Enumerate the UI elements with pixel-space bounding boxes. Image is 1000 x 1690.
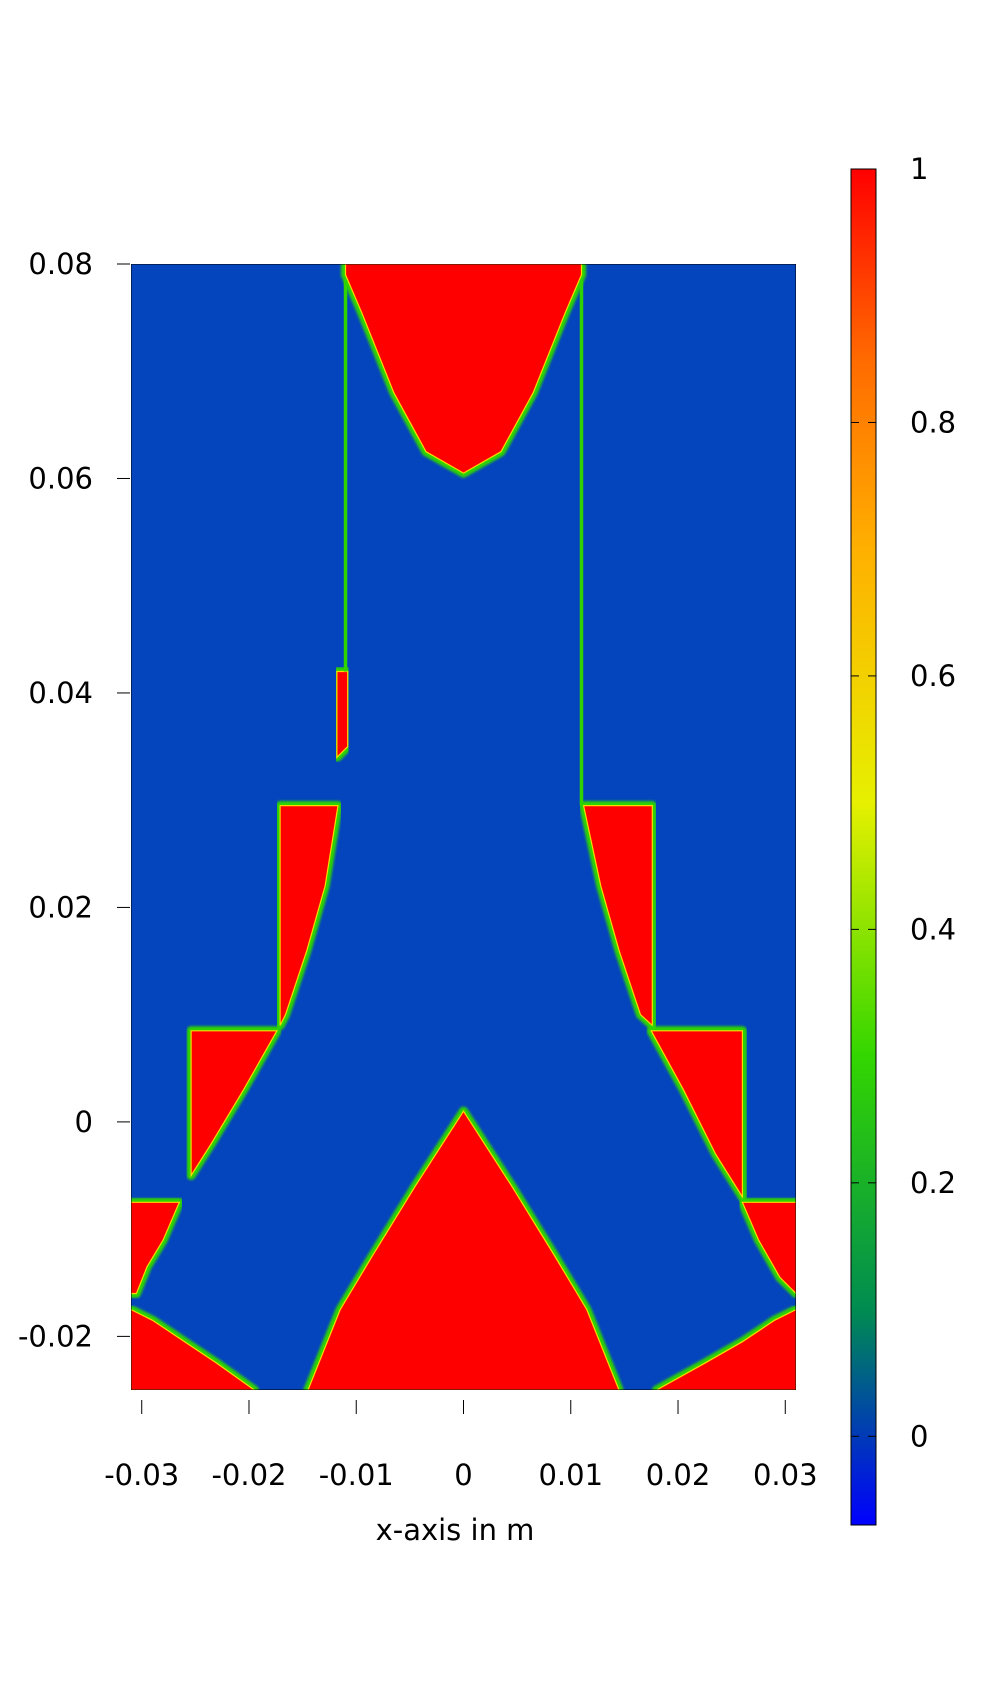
region-step-left-upper [275, 801, 343, 1030]
fill-top-inlet-cap [344, 264, 583, 474]
y-tick-label: 0.08 [28, 247, 93, 281]
y-tick-label: 0.06 [28, 461, 93, 495]
region-narrow-strip-left [332, 667, 353, 762]
colorbar-tick-label: 0.4 [910, 912, 956, 946]
region-top-inlet-cap [341, 264, 586, 478]
colorbar-gradient [850, 168, 877, 1526]
heatmap-plot-area [131, 264, 796, 1390]
region-step-right-middle [646, 1026, 747, 1202]
y-tick-label: 0.02 [28, 890, 93, 924]
x-axis-label: x-axis in m [376, 1513, 535, 1547]
x-tick-label: 0.01 [538, 1458, 603, 1492]
colorbar-tick-label: 1 [910, 152, 928, 186]
region-step-left-middle [186, 1026, 282, 1180]
y-axis: -0.02 0 0.02 0.04 0.06 0.08 [18, 247, 130, 1353]
colorbar-tick-label: 0.8 [910, 405, 956, 439]
fill-corner-right-lower [741, 1201, 796, 1295]
fill-bottom-left-lobe [131, 1308, 256, 1390]
region-corner-right-lower [737, 1197, 796, 1298]
x-axis: -0.03 -0.02 -0.01 0 0.01 0.02 0.03 [104, 1400, 818, 1492]
colorbar: 0 0.2 0.4 0.6 0.8 1 [850, 152, 956, 1526]
fill-central-wedge [307, 1110, 620, 1390]
region-bottom-left-lobe [131, 1305, 259, 1390]
fill-step-right-middle [650, 1030, 744, 1200]
region-corner-left-lower [131, 1197, 184, 1298]
x-tick-label: -0.01 [319, 1458, 394, 1492]
fill-step-right-upper [582, 804, 653, 1027]
x-tick-label: -0.03 [104, 1458, 179, 1492]
region-bottom-right-lobe [652, 1305, 796, 1390]
x-tick-label: 0 [454, 1458, 472, 1492]
y-tick-label: 0 [75, 1105, 93, 1139]
region-central-wedge [303, 1106, 624, 1390]
x-tick-label: 0.03 [753, 1458, 818, 1492]
fill-narrow-strip-left [336, 670, 349, 759]
fill-corner-left-lower [131, 1201, 181, 1295]
colorbar-tick-label: 0.6 [910, 659, 956, 693]
colorbar-tick-label: 0.2 [910, 1166, 956, 1200]
x-tick-label: -0.02 [211, 1458, 286, 1492]
fill-bottom-right-lobe [655, 1308, 796, 1390]
x-tick-label: 0.02 [646, 1458, 711, 1492]
fill-step-left-middle [190, 1030, 278, 1178]
colorbar-tick-label: 0 [910, 1419, 928, 1453]
region-step-right-upper [579, 801, 657, 1030]
y-tick-label: 0.04 [28, 676, 93, 710]
y-tick-label: -0.02 [18, 1319, 93, 1353]
fill-step-left-upper [279, 804, 339, 1026]
